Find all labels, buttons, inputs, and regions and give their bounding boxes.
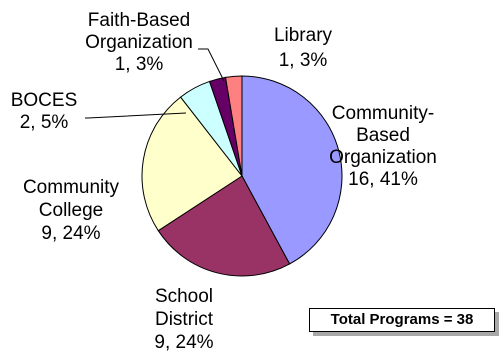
pie-slice-library	[224, 75, 243, 177]
leader-line	[85, 112, 187, 119]
total-programs-box: Total Programs = 38	[309, 308, 495, 332]
slice-label-line: 1, 3%	[115, 54, 164, 75]
slice-label-line: 2, 5%	[20, 112, 69, 133]
slice-label-line: District	[155, 309, 214, 330]
pie-slice-community-based-organization	[241, 75, 343, 265]
slice-label-line: 1, 3%	[279, 50, 328, 71]
leader-line	[198, 48, 225, 82]
slice-label-faith-based-organization: Faith-Based Organization 1, 3%	[85, 10, 193, 75]
slice-labels: Community-Based Organization 16, 41%School…	[11, 10, 437, 353]
slice-label-line: Based	[356, 125, 410, 146]
slice-label-community-based-organization: Community-Based Organization 16, 41%	[329, 103, 437, 190]
slice-label-line: 9, 24%	[154, 332, 213, 353]
slice-label-line: 9, 24%	[41, 223, 100, 244]
slice-label-line: Organization	[329, 147, 437, 168]
slice-label-line: Library	[274, 25, 333, 46]
slice-label-line: BOCES	[11, 90, 78, 111]
pie-slice-school-district	[157, 175, 291, 277]
slice-label-line: Faith-Based	[88, 10, 190, 31]
slice-label-school-district: School District 9, 24%	[154, 286, 213, 353]
slice-label-library: Library 1, 3%	[274, 25, 333, 71]
pie-slices	[141, 75, 343, 277]
leader-lines	[85, 48, 225, 119]
slice-label-line: Community-	[332, 103, 434, 124]
slice-label-line: Organization	[85, 32, 193, 53]
slice-label-line: 16, 41%	[348, 169, 418, 190]
pie-slice-community-college	[141, 96, 243, 232]
slice-label-line: College	[39, 200, 103, 221]
slice-label-line: Community	[23, 177, 120, 198]
slice-label-line: School	[155, 286, 213, 307]
slice-label-boces: BOCES 2, 5%	[11, 90, 78, 133]
slice-label-community-college: Community College 9, 24%	[23, 177, 120, 244]
